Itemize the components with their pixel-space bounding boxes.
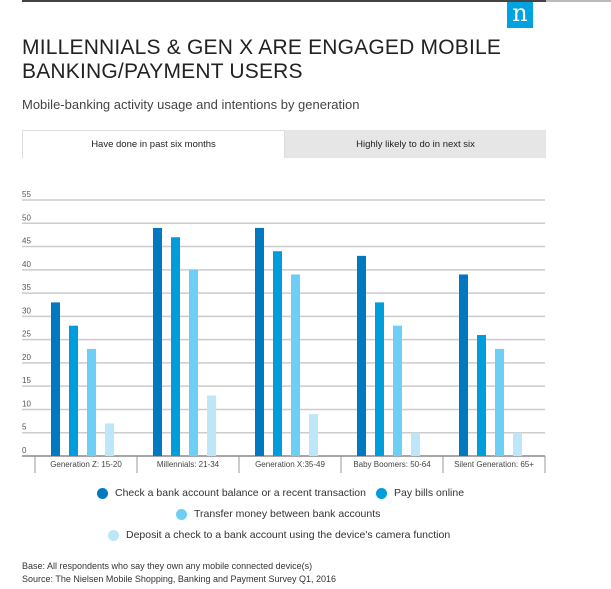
bar-0 [459, 274, 468, 456]
bar-3 [411, 432, 420, 456]
y-tick-label: 35 [22, 283, 31, 292]
bar-2 [87, 348, 96, 456]
legend-item-3[interactable]: Deposit a check to a bank account using … [108, 529, 450, 541]
x-tick-label: Baby Boomers: 50-64 [353, 460, 431, 469]
bar-2 [393, 325, 402, 456]
page-title: MILLENNIALS & GEN X ARE ENGAGED MOBILE BA… [22, 36, 501, 84]
tab-past-six-months[interactable]: Have done in past six months [22, 130, 285, 158]
tab-next-six-months[interactable]: Highly likely to do in next six [285, 130, 546, 158]
y-tick-label: 25 [22, 330, 31, 339]
top-rule-right [546, 0, 611, 2]
bar-0 [357, 255, 366, 456]
y-tick-label: 20 [22, 353, 31, 362]
legend-label: Transfer money between bank accounts [194, 508, 381, 520]
bar-2 [189, 269, 198, 456]
legend-dot-icon [108, 529, 119, 541]
y-tick-label: 45 [22, 237, 31, 246]
legend-dot-icon [376, 487, 387, 499]
footnote-source: Source: The Nielsen Mobile Shopping, Ban… [22, 574, 337, 584]
bar-1 [171, 237, 180, 456]
x-tick-label: Silent Generation: 65+ [454, 460, 534, 469]
y-tick-label: 5 [22, 423, 27, 432]
bar-3 [309, 414, 318, 456]
bar-0 [51, 302, 60, 456]
y-tick-label: 50 [22, 213, 31, 222]
bar-0 [153, 227, 162, 456]
y-tick-label: 10 [22, 399, 31, 408]
legend-label: Deposit a check to a bank account using … [126, 529, 451, 541]
title-line-1: MILLENNIALS & GEN X ARE ENGAGED MOBILE [22, 36, 502, 59]
bar-0 [255, 227, 264, 456]
x-tick-label: Generation X:35-49 [255, 460, 325, 469]
footnote-base: Base: All respondents who say they own a… [22, 561, 313, 571]
top-rule [22, 0, 546, 2]
x-tick-label: Generation Z: 15-20 [50, 460, 122, 469]
legend-item-1[interactable]: Pay bills online [376, 487, 464, 499]
bar-1 [375, 302, 384, 456]
y-tick-label: 15 [22, 376, 31, 385]
y-tick-label: 0 [22, 446, 27, 455]
bar-1 [273, 251, 282, 456]
y-tick-label: 30 [22, 306, 31, 315]
legend-dot-icon [97, 487, 108, 499]
legend-item-2[interactable]: Transfer money between bank accounts [176, 508, 380, 520]
bar-1 [477, 334, 486, 456]
legend-label: Check a bank account balance or a recent… [115, 487, 366, 499]
legend-dot-icon [176, 508, 187, 520]
legend-label: Pay bills online [394, 487, 465, 499]
bar-3 [105, 423, 114, 456]
bar-1 [69, 325, 78, 456]
bar-3 [207, 395, 216, 456]
tab-bar: Have done in past six months Highly like… [22, 130, 546, 158]
bar-2 [495, 348, 504, 456]
bar-2 [291, 274, 300, 456]
y-tick-label: 55 [22, 190, 31, 199]
nielsen-logo: n [507, 1, 533, 28]
subtitle: Mobile-banking activity usage and intent… [22, 97, 360, 112]
x-tick-label: Millennials: 21-34 [157, 460, 220, 469]
title-line-2: BANKING/PAYMENT USERS [22, 60, 303, 83]
bar-3 [513, 432, 522, 456]
legend-item-0[interactable]: Check a bank account balance or a recent… [97, 487, 366, 499]
y-tick-label: 40 [22, 260, 31, 269]
